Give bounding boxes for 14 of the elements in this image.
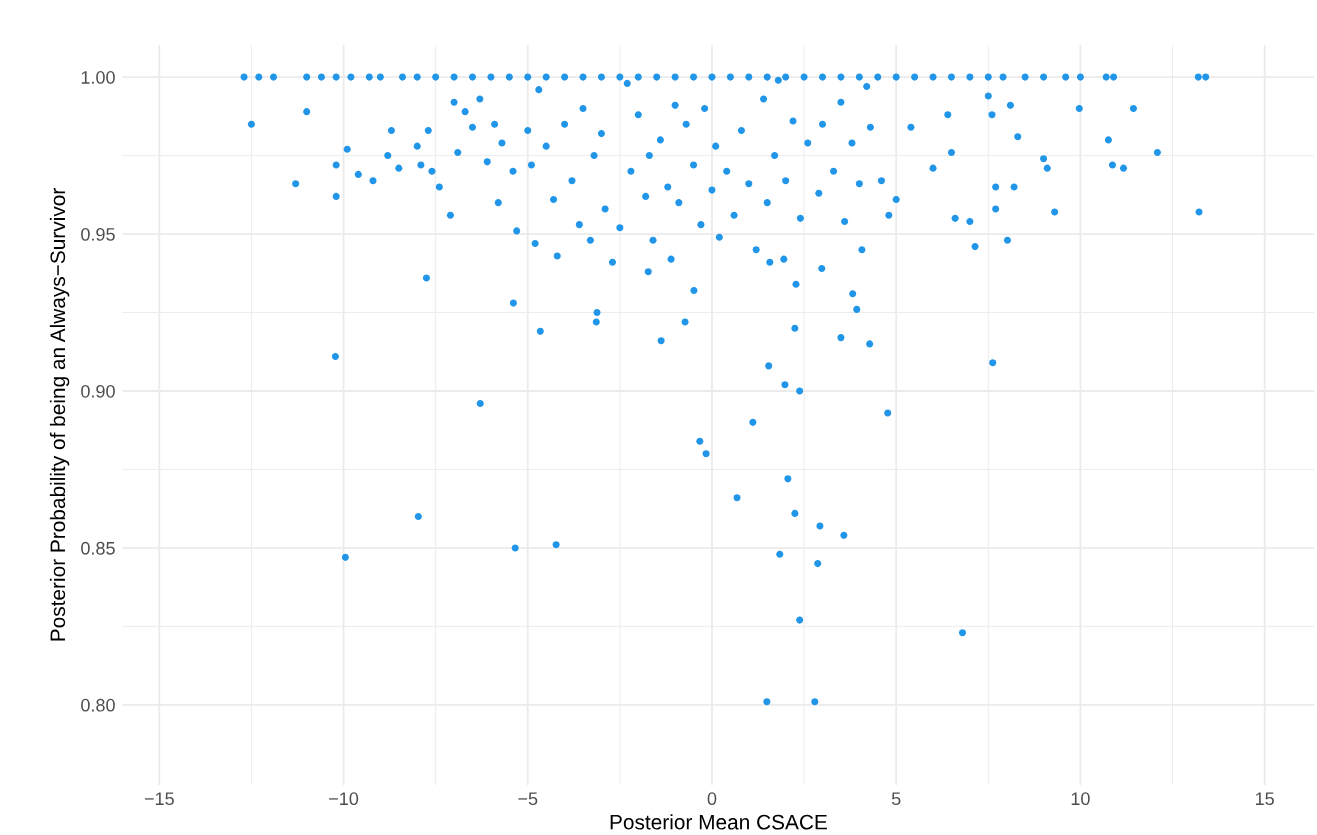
y-tick-label: 0.85 (81, 541, 115, 555)
y-tick-label: 0.80 (81, 698, 115, 712)
x-axis-title: Posterior Mean CSACE (610, 814, 827, 830)
y-tick-label: 0.95 (81, 227, 115, 241)
x-tick-label: −15 (144, 792, 174, 806)
x-tick-label: 15 (1255, 792, 1274, 806)
x-tick-label: 0 (707, 792, 717, 806)
x-tick-label: −5 (518, 792, 538, 806)
y-tick-label: 0.90 (81, 384, 115, 398)
y-tick-label: 1.00 (81, 71, 115, 84)
x-tick-label: −10 (329, 792, 359, 806)
x-tick-label: 10 (1071, 792, 1090, 806)
x-tick-label: 5 (891, 792, 901, 806)
y-axis-title: Posterior Probability of being an Always−Survivor (49, 188, 70, 641)
